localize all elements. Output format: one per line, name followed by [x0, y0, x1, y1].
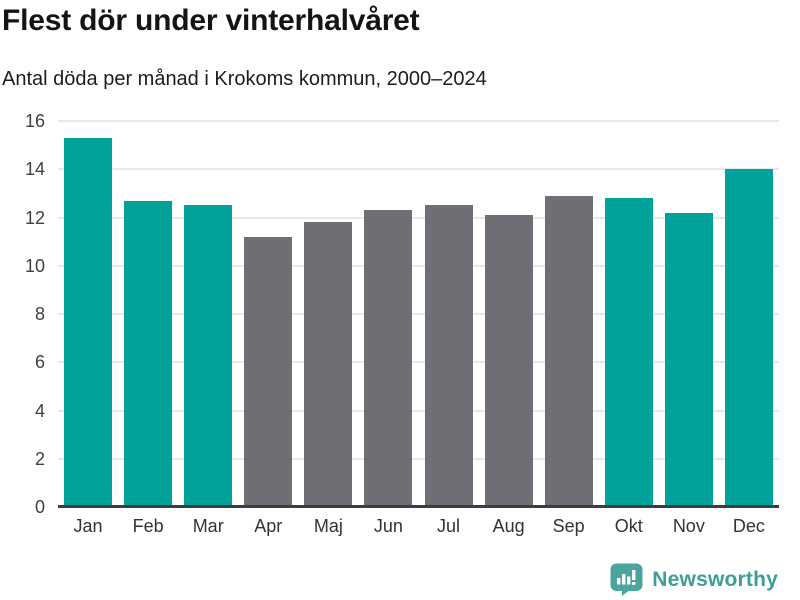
- y-tick-label-12: 12: [24, 207, 45, 228]
- newsworthy-logo: Newsworthy: [610, 563, 778, 596]
- bar-slot-maj: [298, 121, 358, 507]
- bar-maj: [304, 222, 353, 507]
- gridline-10: [58, 264, 779, 267]
- y-axis: 0 2 4 6 8 10 12 14 16: [0, 112, 45, 516]
- gridline-16: [58, 120, 779, 122]
- x-axis-line: [58, 505, 779, 508]
- bar-aug: [484, 215, 533, 507]
- newsworthy-logo-text: Newsworthy: [652, 567, 778, 591]
- y-tick-label-8: 8: [34, 304, 45, 324]
- y-tick-label-2: 2: [34, 448, 45, 469]
- bar-slot-jan: [58, 121, 118, 507]
- gridline-14: [58, 168, 779, 171]
- gridline-8: [58, 313, 779, 315]
- gridline-4: [58, 409, 779, 412]
- x-label-aug: Aug: [492, 516, 525, 536]
- bar-slot-nov: [659, 121, 719, 507]
- bar-dec: [724, 169, 773, 507]
- bar-sep: [544, 195, 593, 507]
- y-tick-label-14: 14: [24, 159, 45, 180]
- bar-slot-sep: [539, 121, 599, 507]
- x-axis-labels: Jan Feb Mar Apr Maj Jun Jul Aug Sep Okt Nov Dec: [58, 516, 779, 537]
- x-label-jul: Jul: [437, 516, 461, 536]
- bar-slot-apr: [238, 121, 298, 507]
- x-label-mar: Mar: [192, 516, 224, 536]
- x-label-okt: Okt: [614, 516, 643, 536]
- x-label-dec: Dec: [732, 516, 765, 536]
- bar-jan: [64, 137, 113, 507]
- plot-area: [58, 120, 779, 508]
- bars-container: [58, 121, 779, 507]
- y-tick-label-0: 0: [34, 497, 45, 517]
- bar-slot-dec: [719, 121, 779, 507]
- bar-mar: [184, 205, 233, 507]
- y-tick-label-6: 6: [34, 352, 45, 373]
- bar-jun: [364, 210, 413, 507]
- bar-feb: [124, 200, 173, 507]
- bar-slot-jul: [418, 121, 478, 507]
- x-label-maj: Maj: [313, 516, 343, 536]
- bar-nov: [664, 212, 713, 507]
- bar-jul: [424, 205, 473, 507]
- x-label-jun: Jun: [373, 516, 403, 536]
- x-label-feb: Feb: [132, 516, 164, 536]
- bar-slot-jun: [358, 121, 418, 507]
- gridline-2: [58, 457, 779, 460]
- y-tick-label-4: 4: [34, 400, 45, 421]
- x-label-sep: Sep: [552, 516, 585, 536]
- gridline-12: [58, 216, 779, 219]
- bar-okt: [604, 198, 653, 507]
- x-label-nov: Nov: [672, 516, 705, 536]
- bar-slot-aug: [479, 121, 539, 507]
- bar-slot-feb: [118, 121, 178, 507]
- gridline-6: [58, 361, 779, 364]
- bar-slot-okt: [599, 121, 659, 507]
- chart-subtitle: Antal döda per månad i Krokoms kommun, 2…: [2, 68, 487, 90]
- y-tick-label-16: 16: [24, 111, 45, 131]
- y-tick-label-10: 10: [24, 255, 45, 276]
- x-label-apr: Apr: [254, 516, 283, 536]
- x-label-jan: Jan: [73, 516, 103, 536]
- bar-apr: [244, 236, 293, 507]
- chart-title: Flest dör under vinterhalvåret: [2, 4, 420, 37]
- bar-slot-mar: [178, 121, 238, 507]
- bar-chart-bubble-icon: [610, 563, 643, 596]
